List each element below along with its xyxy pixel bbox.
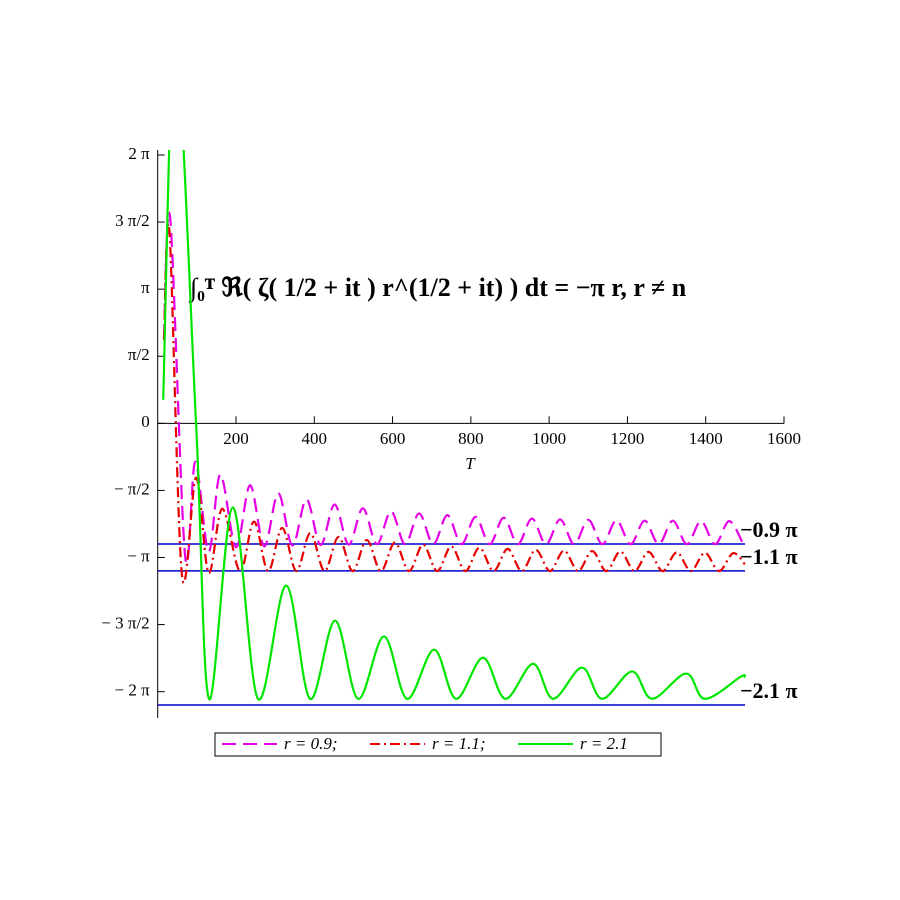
- x-tick-label: 1600: [767, 429, 801, 448]
- y-tick-label: − 2 π: [115, 681, 151, 700]
- series-line: [162, 211, 745, 565]
- x-tick-label: 1400: [689, 429, 723, 448]
- x-axis-label: T: [465, 454, 476, 473]
- legend-label: r = 0.9;: [284, 734, 338, 753]
- annotation: ∫₀ᵀ ℜ( ζ( 1/2 + it ) r^(1/2 + it) ) dt =…: [188, 273, 687, 303]
- legend-box: [214, 732, 662, 757]
- series-line: [162, 150, 747, 701]
- y-tick-label: π: [141, 278, 150, 297]
- reference-label: −0.9 π: [740, 517, 798, 542]
- x-tick-label: 400: [302, 429, 328, 448]
- x-tick-label: 200: [223, 429, 249, 448]
- reference-label: −2.1 π: [740, 678, 798, 703]
- x-tick-label: 1200: [610, 429, 644, 448]
- series-line: [162, 222, 746, 584]
- y-tick-label: 3 π/2: [115, 211, 150, 230]
- y-tick-label: 2 π: [128, 144, 150, 163]
- x-tick-label: 800: [458, 429, 484, 448]
- x-tick-label: 1000: [532, 429, 566, 448]
- x-tick-label: 600: [380, 429, 406, 448]
- y-tick-label: − 3 π/2: [101, 613, 149, 632]
- y-tick-label: − π/2: [114, 479, 150, 498]
- legend-label: r = 2.1: [580, 734, 628, 753]
- reference-label: −1.1 π: [740, 544, 798, 569]
- y-tick-label: 0: [141, 412, 150, 431]
- y-tick-label: − π: [127, 546, 150, 565]
- y-tick-label: π/2: [128, 345, 150, 364]
- legend-label: r = 1.1;: [432, 734, 486, 753]
